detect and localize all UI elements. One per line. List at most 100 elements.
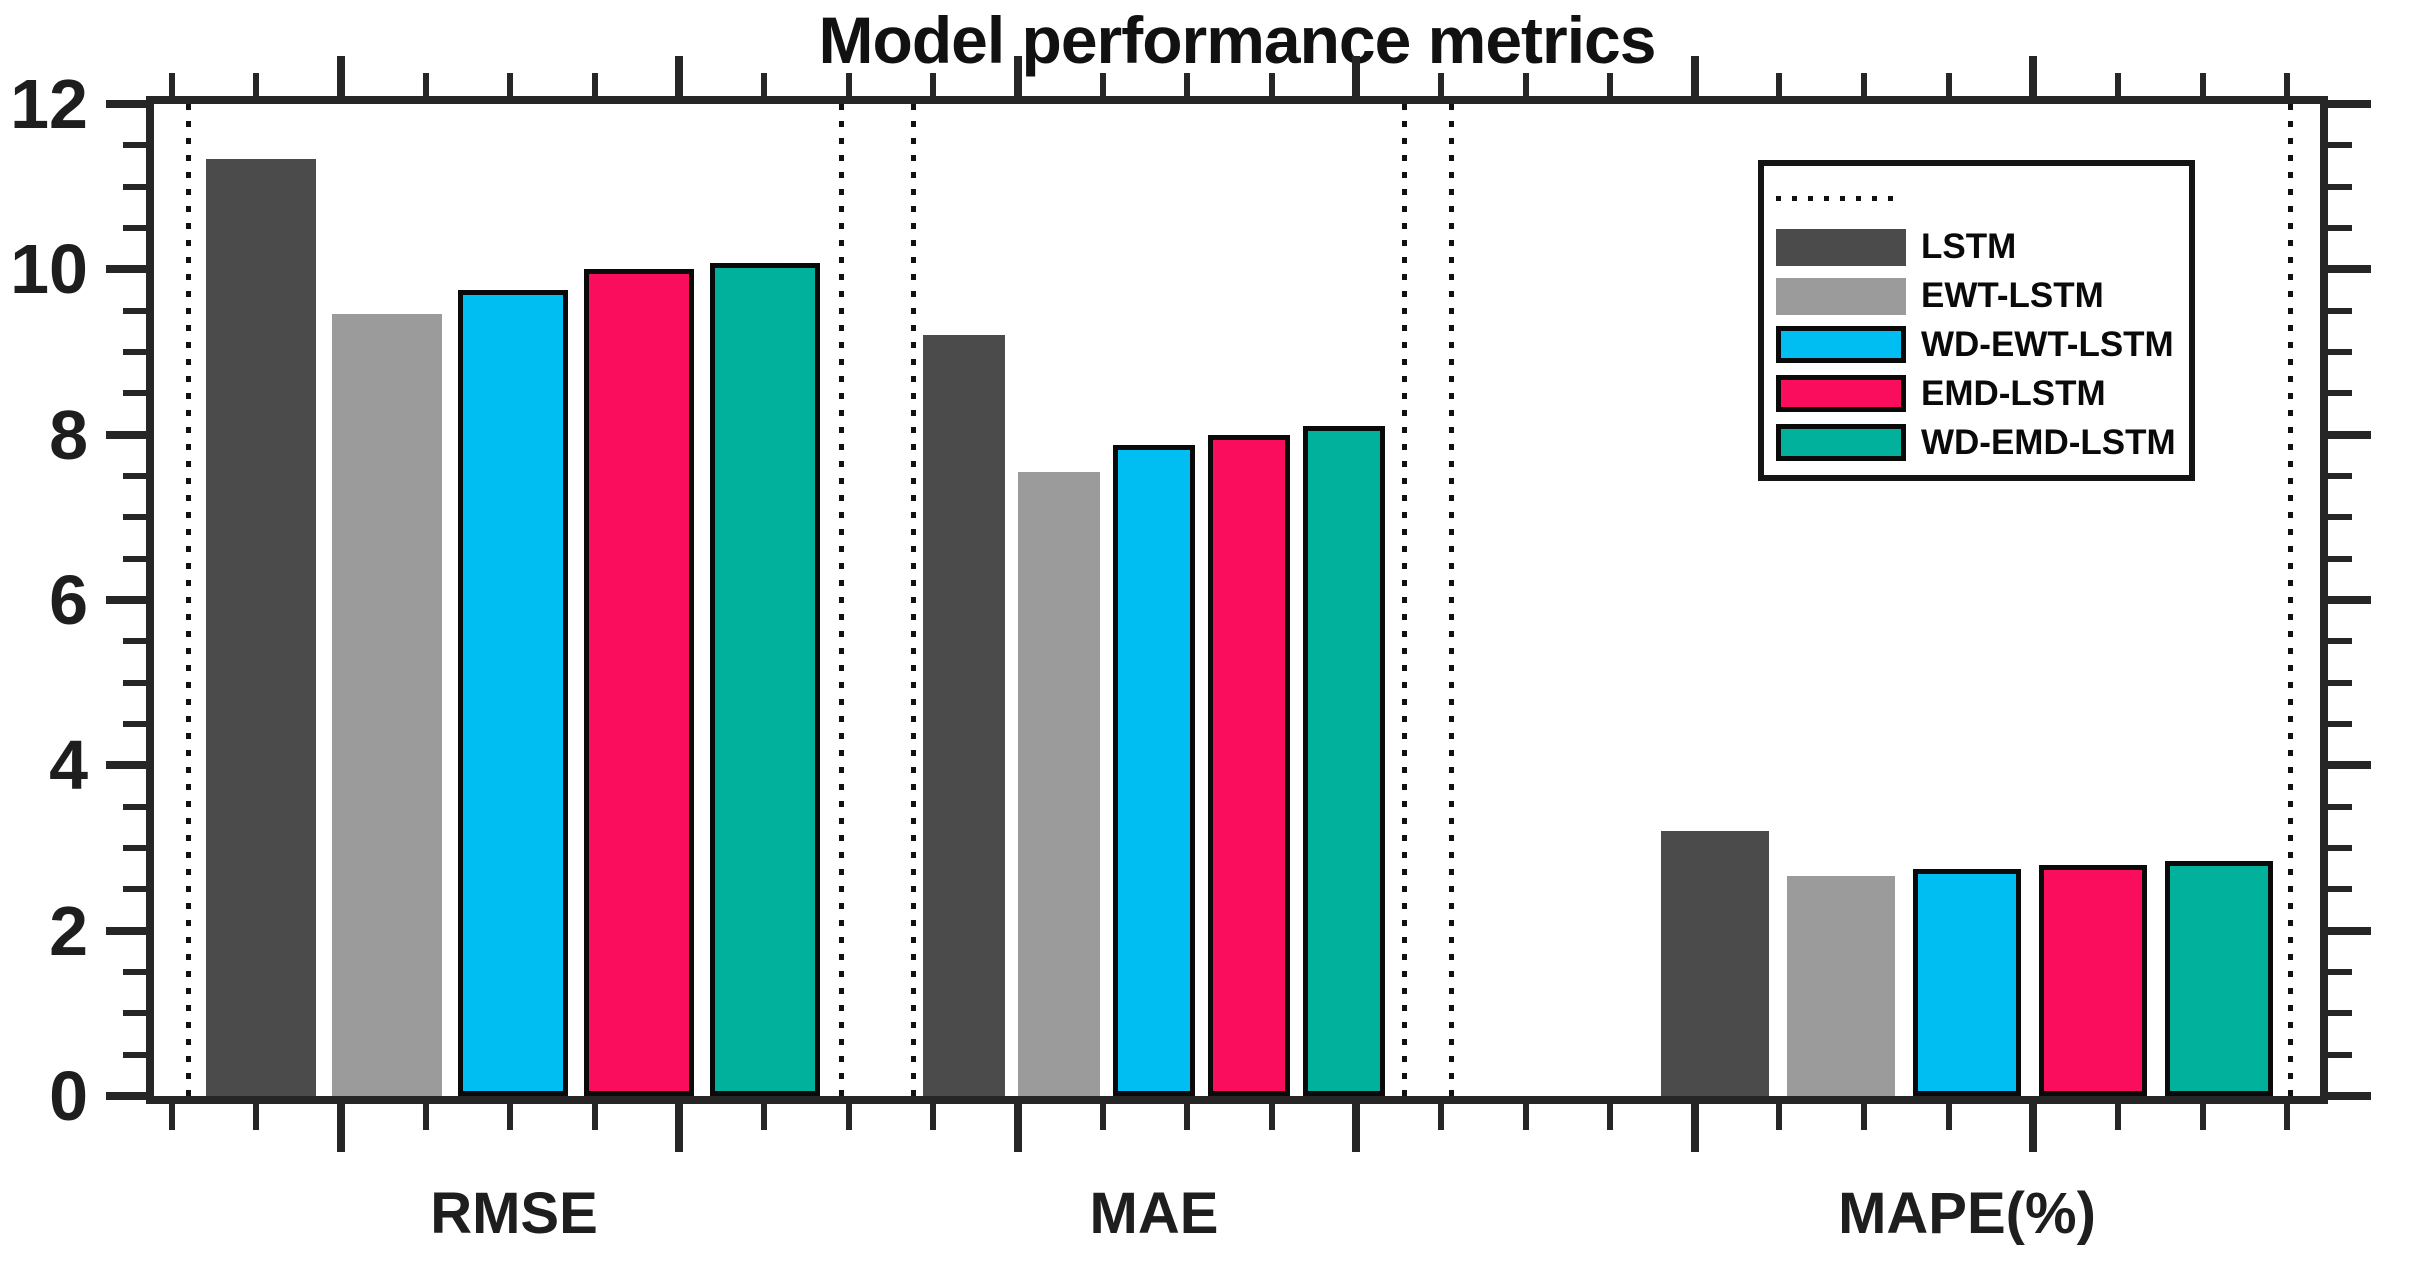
- y-tick: [2328, 1092, 2371, 1100]
- y-tick: [123, 514, 146, 521]
- legend-row: WD-EMD-LSTM: [1776, 423, 2181, 463]
- bar-mae-ewt-lstm: [1018, 471, 1100, 1096]
- y-tick: [106, 596, 146, 604]
- y-tick-label: 6: [49, 561, 88, 639]
- x-tick: [1690, 56, 1699, 96]
- y-tick-label: 2: [49, 891, 88, 970]
- y-tick: [123, 473, 146, 479]
- y-tick: [123, 390, 146, 397]
- bar-mae-lstm: [923, 335, 1005, 1096]
- legend-swatch: [1776, 228, 1906, 266]
- x-tick: [422, 73, 429, 96]
- y-tick: [123, 845, 146, 851]
- x-tick: [2114, 73, 2121, 96]
- bar-rmse-wd-emd-lstm: [710, 262, 820, 1096]
- bar-rmse-emd-lstm: [584, 269, 694, 1096]
- y-tick: [123, 1010, 146, 1017]
- legend-label: LSTM: [1921, 227, 2017, 267]
- separator-dotted-line: [1402, 104, 1407, 1096]
- y-tick: [123, 679, 146, 686]
- y-tick-label: 12: [10, 65, 88, 143]
- bar-rmse-wd-ewt-lstm: [458, 290, 568, 1096]
- separator-dotted-line: [911, 104, 916, 1096]
- y-tick: [2328, 225, 2352, 231]
- y-tick: [2328, 555, 2352, 562]
- x-axis-label-rmse: RMSE: [430, 1181, 598, 1246]
- dotted-line-sample: [1776, 195, 1904, 201]
- x-tick: [930, 73, 937, 96]
- y-tick: [123, 886, 146, 893]
- y-tick: [2328, 803, 2352, 810]
- x-tick: [845, 1104, 852, 1130]
- legend-swatch: [1776, 375, 1906, 413]
- bar-mae-wd-emd-lstm: [1303, 426, 1385, 1096]
- x-tick: [2199, 1104, 2206, 1130]
- bar-mape-emd-lstm: [2039, 864, 2147, 1096]
- legend-row: LSTM: [1776, 227, 2181, 267]
- y-tick: [123, 183, 146, 190]
- separator-dotted-line: [2288, 104, 2293, 1096]
- x-tick: [2029, 1104, 2038, 1152]
- x-tick: [1268, 73, 1275, 96]
- chart-title: Model performance metrics: [818, 3, 1657, 77]
- x-tick: [1184, 73, 1191, 96]
- x-tick: [2284, 1104, 2291, 1130]
- y-tick: [106, 265, 146, 274]
- x-tick: [1522, 73, 1529, 96]
- x-tick: [507, 1104, 514, 1130]
- x-tick: [1522, 1104, 1529, 1130]
- y-tick: [2328, 721, 2352, 727]
- y-tick: [123, 969, 146, 975]
- y-tick: [2328, 969, 2352, 975]
- x-tick: [336, 1104, 345, 1152]
- bar-mae-emd-lstm: [1208, 434, 1290, 1096]
- legend-label: WD-EMD-LSTM: [1921, 422, 2176, 462]
- x-tick: [1776, 1104, 1783, 1130]
- y-tick: [2328, 845, 2352, 851]
- y-tick: [2328, 183, 2352, 190]
- x-tick: [761, 1104, 768, 1130]
- y-tick: [123, 803, 146, 810]
- y-tick: [123, 225, 146, 231]
- x-tick: [253, 1104, 260, 1130]
- bar-rmse-ewt-lstm: [332, 313, 442, 1096]
- y-tick: [123, 1051, 146, 1058]
- y-tick: [2328, 886, 2352, 893]
- y-tick: [2328, 638, 2352, 645]
- x-tick: [1438, 73, 1444, 96]
- y-tick: [2328, 1010, 2352, 1017]
- y-tick: [123, 142, 146, 149]
- x-axis-label-mape: MAPE(%): [1838, 1181, 2096, 1246]
- y-tick: [2328, 390, 2352, 397]
- x-tick: [1607, 73, 1614, 96]
- x-tick: [591, 73, 598, 96]
- x-tick: [1945, 1104, 1952, 1130]
- y-tick: [2328, 142, 2352, 149]
- y-tick: [106, 1092, 146, 1100]
- legend-swatch: [1776, 424, 1906, 462]
- x-tick: [1013, 56, 1022, 96]
- x-tick: [336, 56, 345, 96]
- x-tick: [253, 73, 260, 96]
- x-tick: [845, 73, 852, 96]
- y-tick: [2328, 596, 2371, 604]
- x-tick: [675, 1104, 684, 1152]
- y-tick: [123, 307, 146, 314]
- y-tick: [123, 555, 146, 562]
- y-tick: [2328, 307, 2352, 314]
- x-tick: [761, 73, 768, 96]
- legend-row-dotted: [1776, 178, 2181, 218]
- x-tick: [1013, 1104, 1022, 1152]
- y-tick-label: 4: [49, 726, 88, 805]
- x-tick: [2114, 1104, 2121, 1130]
- y-tick: [106, 100, 146, 108]
- x-tick: [1184, 1104, 1191, 1130]
- x-tick: [168, 73, 175, 96]
- y-tick: [2328, 100, 2371, 108]
- legend: LSTM EWT-LSTM WD-EWT-LSTM EMD-LSTM WD-EMD-LS…: [1758, 160, 2195, 481]
- x-tick: [422, 1104, 429, 1130]
- legend-row: EMD-LSTM: [1776, 374, 2181, 414]
- x-tick: [1945, 73, 1952, 96]
- x-tick: [1099, 73, 1106, 96]
